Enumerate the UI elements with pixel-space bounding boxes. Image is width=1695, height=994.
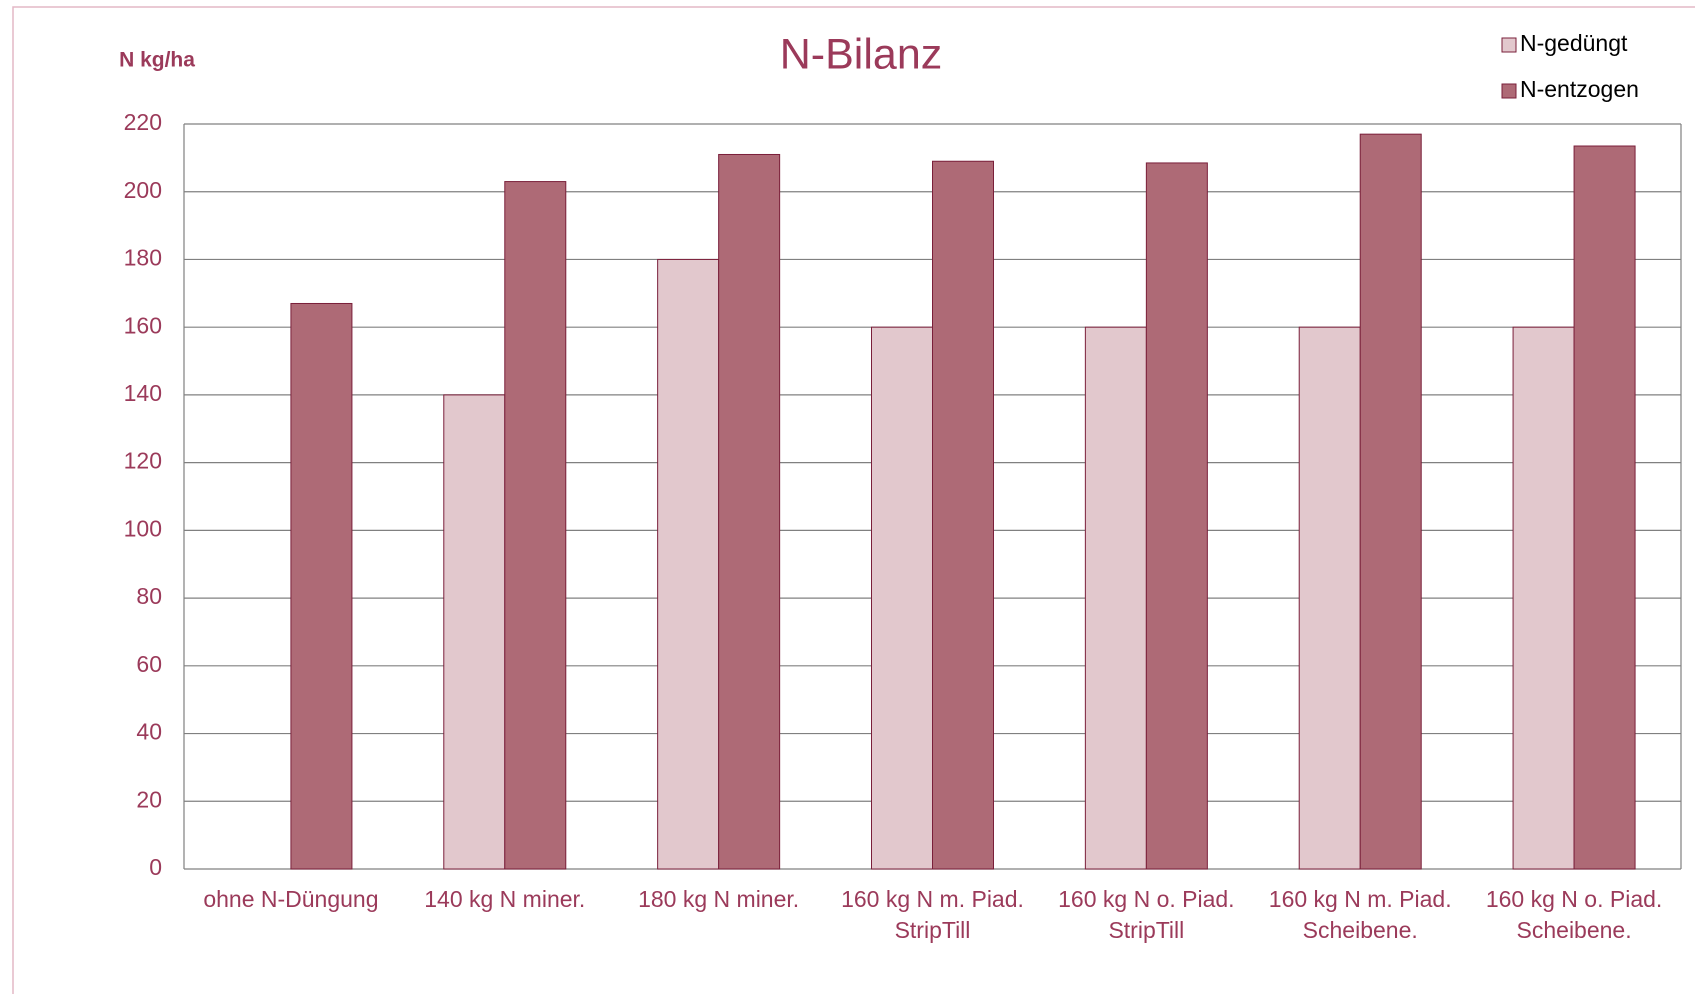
chart-title: N-Bilanz bbox=[780, 30, 943, 78]
y-tick-label: 40 bbox=[136, 719, 162, 745]
y-tick-label: 120 bbox=[124, 448, 162, 474]
y-tick-label: 100 bbox=[124, 515, 162, 541]
bar bbox=[443, 394, 506, 870]
x-tick-label: 160 kg N m. Piad. bbox=[1269, 886, 1452, 912]
y-tick-label: 200 bbox=[124, 177, 162, 203]
legend-swatch bbox=[1501, 37, 1517, 53]
x-tick-label: StripTill bbox=[895, 917, 971, 943]
x-tick-label: 160 kg N o. Piad. bbox=[1058, 886, 1234, 912]
x-tick-label: Scheibene. bbox=[1517, 917, 1632, 943]
x-tick-label: 160 kg N m. Piad. bbox=[841, 886, 1024, 912]
bar bbox=[871, 326, 933, 870]
y-tick-label: 0 bbox=[149, 854, 162, 880]
x-tick-label: 140 kg N miner. bbox=[424, 886, 585, 912]
bar bbox=[657, 258, 720, 870]
bar bbox=[290, 302, 353, 870]
bar bbox=[932, 160, 994, 870]
bar bbox=[1512, 326, 1575, 870]
x-tick-label: 180 kg N miner. bbox=[638, 886, 799, 912]
bar bbox=[1359, 133, 1422, 870]
x-tick-label: Scheibene. bbox=[1303, 917, 1418, 943]
y-tick-label: 140 bbox=[124, 380, 162, 406]
bar bbox=[718, 153, 781, 870]
legend-label: N-entzogen bbox=[1520, 76, 1639, 102]
bar bbox=[1573, 145, 1636, 870]
y-tick-label: 180 bbox=[124, 245, 162, 271]
bar bbox=[1084, 326, 1147, 870]
x-tick-label: StripTill bbox=[1108, 917, 1184, 943]
bar bbox=[504, 181, 567, 870]
y-tick-label: 60 bbox=[136, 651, 162, 677]
x-tick-label: 160 kg N o. Piad. bbox=[1486, 886, 1662, 912]
x-tick-label: ohne N-Düngung bbox=[203, 886, 378, 912]
bar bbox=[1145, 162, 1208, 870]
y-tick-label: 80 bbox=[136, 583, 162, 609]
y-tick-label: 220 bbox=[124, 109, 162, 135]
legend-swatch bbox=[1501, 83, 1517, 99]
y-axis-label: N kg/ha bbox=[119, 49, 195, 72]
bar bbox=[1298, 326, 1361, 870]
y-tick-label: 20 bbox=[136, 786, 162, 812]
y-tick-label: 160 bbox=[124, 312, 162, 338]
legend-label: N-gedüngt bbox=[1520, 30, 1628, 56]
frame bbox=[12, 6, 1695, 994]
